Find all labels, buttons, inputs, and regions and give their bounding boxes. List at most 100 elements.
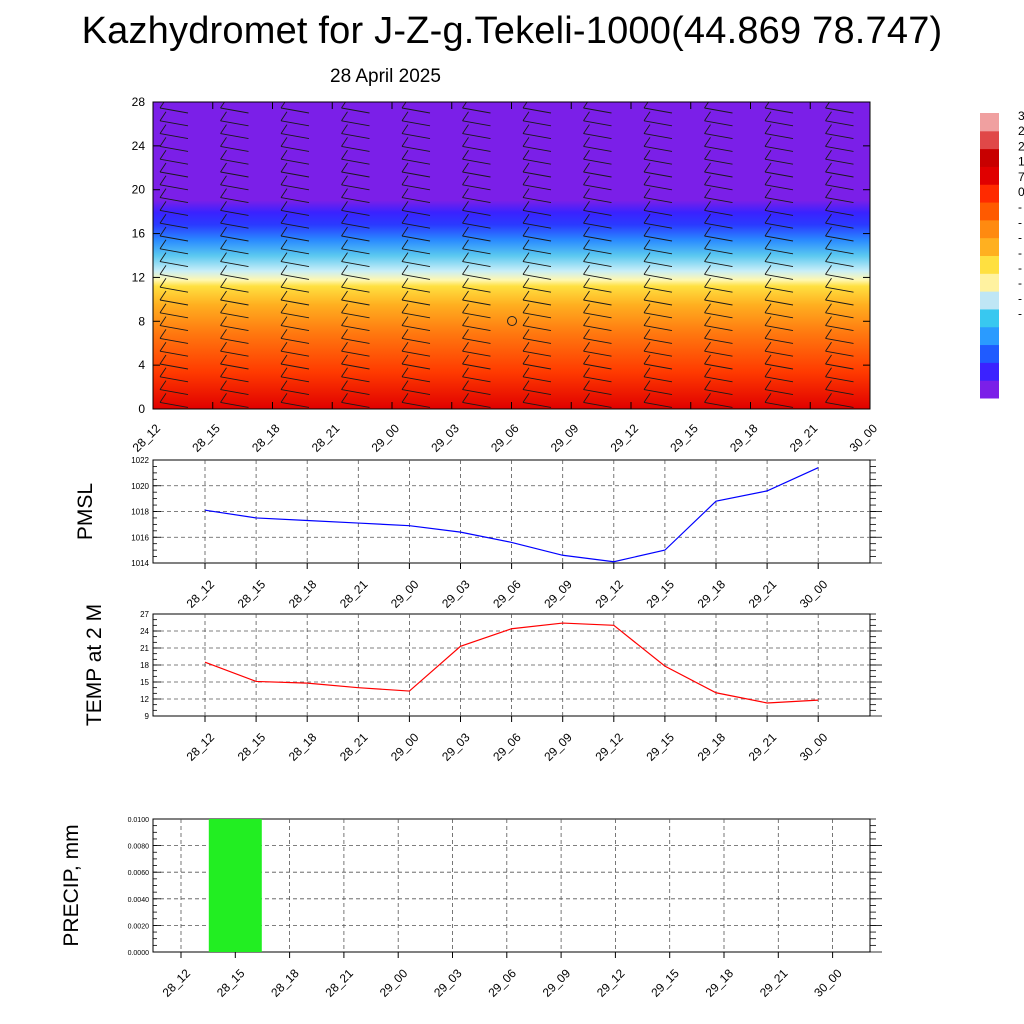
wind-barb	[583, 226, 612, 242]
temp-y-tick-label: 21	[140, 644, 149, 653]
wind-barb	[220, 380, 249, 396]
barb-shaft	[583, 222, 612, 229]
barb-flag	[159, 239, 167, 250]
barb-flag	[522, 137, 530, 147]
pmsl-x-tick-label: 30_00	[797, 577, 831, 611]
barb-shaft	[280, 120, 310, 127]
wind-barb	[462, 265, 491, 280]
wind-barb	[341, 213, 370, 229]
barb-shaft	[462, 222, 491, 229]
barb-flag	[280, 290, 288, 301]
barb-shaft	[704, 299, 733, 306]
wind-barb	[280, 380, 310, 396]
barb-flag	[764, 265, 772, 275]
barb-shaft	[825, 248, 854, 255]
precip-y-tick-label: 0.0060	[128, 870, 150, 877]
wind-barb	[764, 239, 794, 255]
wind-barb	[401, 137, 431, 152]
wind-barb	[401, 226, 431, 242]
barb-shaft	[159, 273, 189, 280]
wind-barb	[704, 380, 733, 396]
pmsl-y-tick-label: 1014	[131, 559, 149, 568]
temp-y-tick-label: 9	[145, 712, 150, 721]
barb-flag	[280, 162, 288, 173]
profile-y-tick-label: 16	[132, 227, 146, 241]
barb-shaft	[583, 171, 612, 178]
barb-flag	[583, 354, 590, 365]
barb-flag	[220, 252, 227, 262]
barb-shaft	[583, 299, 612, 306]
wind-barb	[825, 162, 854, 178]
barb-shaft	[280, 209, 310, 216]
wind-barb	[462, 380, 491, 396]
wind-barb	[159, 226, 189, 242]
barb-shaft	[401, 120, 431, 127]
temp-x-tick-label: 29_12	[592, 730, 626, 764]
wind-barb	[764, 252, 794, 268]
barb-flag	[341, 354, 348, 365]
wind-barb	[159, 265, 189, 280]
barb-shaft	[401, 222, 431, 229]
precip-panel: 0.0000 0.0020 0.0040 0.0060 0.0080 0.0100 28_1…	[60, 817, 882, 1000]
barb-shaft	[220, 171, 249, 178]
temp-x-tick-label: 28_21	[337, 730, 371, 764]
barb-shaft	[462, 363, 491, 370]
wind-barb	[341, 124, 370, 140]
wind-barb	[825, 111, 854, 127]
barb-flag	[704, 329, 711, 339]
precip-x-tick-label: 29_18	[703, 966, 737, 1000]
wind-barb	[825, 393, 854, 408]
temp-x-tick-label: 29_00	[388, 730, 422, 764]
precip-x-tick-label: 29_21	[757, 966, 791, 1000]
colorbar-label: -	[1018, 291, 1022, 305]
barb-flag	[522, 252, 530, 262]
barb-shaft	[764, 337, 794, 344]
wind-barb	[462, 303, 491, 319]
barb-shaft	[764, 107, 794, 114]
barb-shaft	[401, 133, 431, 140]
barb-shaft	[462, 184, 491, 191]
wind-barb	[825, 201, 854, 216]
wind-barb	[583, 367, 612, 383]
wind-barb	[522, 149, 552, 165]
wind-barb	[159, 380, 189, 396]
barb-flag	[401, 393, 409, 403]
wind-barb	[159, 354, 189, 370]
wind-barb	[583, 213, 612, 229]
barb-shaft	[522, 145, 552, 152]
barb-shaft	[220, 389, 249, 396]
barb-shaft	[522, 184, 552, 191]
wind-barb	[159, 111, 189, 127]
barb-flag	[643, 341, 651, 352]
barb-flag	[462, 316, 469, 326]
wind-barb	[341, 380, 370, 396]
barb-flag	[704, 290, 711, 301]
wind-barb	[825, 149, 854, 165]
barb-shaft	[462, 235, 491, 242]
barb-flag	[583, 162, 590, 173]
pmsl-x-tick-label: 28_12	[184, 577, 218, 611]
barb-shaft	[462, 286, 491, 293]
barb-shaft	[643, 273, 673, 280]
barb-shaft	[522, 273, 552, 280]
pmsl-x-tick-label: 28_15	[235, 577, 269, 611]
wind-barb	[401, 341, 431, 357]
wind-barb	[704, 124, 733, 140]
colorbar-label: 2	[1018, 124, 1024, 138]
wind-barb	[643, 252, 673, 268]
barb-shaft	[341, 171, 370, 178]
barb-flag	[220, 341, 227, 352]
pmsl-x-tick-label: 29_18	[695, 577, 729, 611]
pmsl-y-tick-label: 1022	[131, 456, 149, 465]
barb-shaft	[825, 299, 854, 306]
precip-x-tick-label: 30_00	[811, 966, 845, 1000]
barb-shaft	[401, 197, 431, 204]
temp-x-tick-label: 29_03	[439, 730, 473, 764]
temp-y-tick-label: 27	[140, 610, 149, 619]
barb-shaft	[704, 235, 733, 242]
barb-flag	[341, 162, 348, 173]
wind-barb	[401, 213, 431, 229]
wind-barb	[764, 380, 794, 396]
barb-flag	[522, 303, 530, 314]
wind-barb	[583, 329, 612, 344]
